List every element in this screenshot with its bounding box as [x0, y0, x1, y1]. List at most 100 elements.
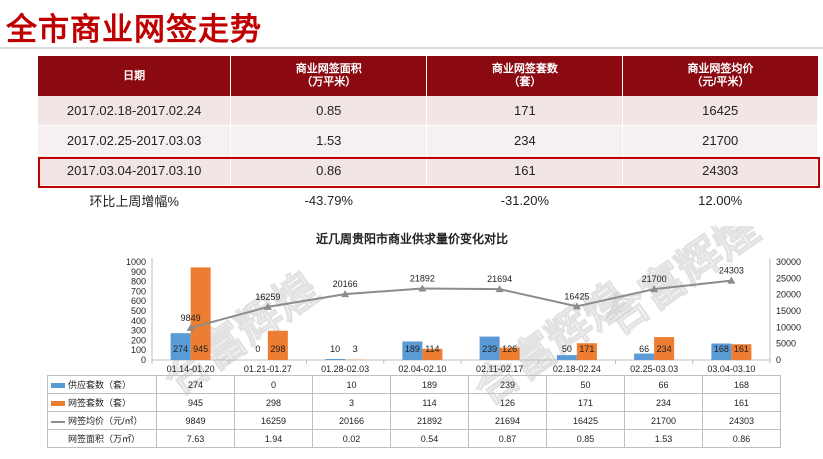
- data-cell: 171: [546, 393, 625, 412]
- data-cell: 9849: [156, 411, 235, 430]
- signed-data-label: 234: [657, 344, 672, 354]
- data-cell: 24303: [702, 411, 781, 430]
- price-point: [495, 285, 504, 293]
- signed-data-label: 171: [579, 344, 594, 354]
- price-data-label: 21700: [642, 274, 667, 284]
- right-tick-label: 5000: [776, 339, 796, 349]
- supply-bar: [402, 341, 423, 360]
- data-cell: 234: [624, 393, 703, 412]
- table-row-highlighted: 2017.03.04-2017.03.10 0.86 161 24303: [38, 155, 818, 186]
- header-sets: 商业网签套数 （套）: [426, 56, 624, 96]
- data-cell: 3: [312, 393, 391, 412]
- signed-bar: [267, 330, 288, 360]
- supply-data-label: 10: [330, 344, 340, 354]
- right-tick-label: 30000: [776, 257, 801, 267]
- data-cell: 126: [468, 393, 547, 412]
- area-key-icon: [51, 437, 65, 442]
- price-data-label: 21694: [487, 274, 512, 284]
- signed-data-label: 114: [425, 344, 439, 354]
- supply-data-label: 168: [714, 344, 729, 354]
- left-tick-label: 1000: [126, 257, 146, 267]
- left-tick-label: 700: [131, 286, 146, 296]
- data-cell: 0.87: [468, 429, 547, 448]
- header-price-unit: （元/平米）: [691, 76, 750, 88]
- data-cell: 20166: [312, 411, 391, 430]
- data-cell: 1.94: [234, 429, 313, 448]
- signed-data-label: 161: [734, 344, 749, 354]
- data-cell: 16259: [234, 411, 313, 430]
- row-area: 0.85: [230, 96, 428, 126]
- row-date: 2017.02.18-2017.02.24: [38, 96, 232, 126]
- row-sets: 234: [426, 125, 624, 156]
- price-point: [263, 302, 272, 310]
- supply-bar: [479, 336, 500, 360]
- price-point: [418, 284, 427, 292]
- data-cell: 0.02: [312, 429, 391, 448]
- data-cell: 21892: [390, 411, 469, 430]
- signed-bar: [190, 267, 211, 360]
- table-row: 2017.02.18-2017.02.24 0.85 171 16425: [38, 96, 818, 126]
- data-cell: 114: [390, 393, 469, 412]
- page-title: 全市商业网签走势: [6, 12, 262, 47]
- legend-area-label: 网签面积（万㎡）: [68, 434, 141, 444]
- left-tick-label: 900: [131, 267, 146, 277]
- right-tick-label: 15000: [776, 306, 801, 316]
- left-tick-label: 0: [141, 355, 146, 365]
- data-cell: 21700: [624, 411, 703, 430]
- left-tick-label: 600: [131, 296, 146, 306]
- change-price: 12.00%: [622, 185, 818, 216]
- header-sets-unit: （套）: [508, 76, 542, 88]
- summary-table: 日期 商业网签面积 （万平米） 商业网签套数 （套） 商业网签均价 （元/平米） 20…: [38, 56, 818, 216]
- x-tick-label: 02.18-02.24: [553, 364, 601, 374]
- data-cell: 50: [546, 375, 625, 394]
- row-price: 24303: [622, 155, 818, 186]
- header-area: 商业网签面积 （万平米）: [230, 56, 428, 96]
- x-tick-label: 02.04-02.10: [398, 364, 446, 374]
- data-table-row-area: 网签面积（万㎡） 7.63 1.94 0.02 0.54 0.87 0.85 1…: [47, 429, 781, 448]
- signed-bar: [731, 344, 752, 360]
- data-cell: 0.54: [390, 429, 469, 448]
- supply-bar: [634, 353, 655, 360]
- data-cell: 298: [234, 393, 313, 412]
- row-price: 16425: [622, 96, 818, 126]
- left-tick-label: 400: [131, 316, 146, 326]
- supply-data-label: 66: [639, 344, 649, 354]
- data-cell: 239: [468, 375, 547, 394]
- supply-bar: [170, 333, 191, 360]
- row-area: 0.86: [230, 155, 428, 186]
- x-tick-label: 03.04-03.10: [707, 364, 755, 374]
- price-data-label: 21892: [410, 273, 435, 283]
- price-data-label: 9849: [181, 313, 201, 323]
- left-tick-label: 100: [131, 345, 146, 355]
- data-cell: 0: [234, 375, 313, 394]
- supply-data-label: 50: [562, 344, 572, 354]
- supply-data-label: 239: [482, 344, 497, 354]
- price-data-label: 24303: [719, 266, 744, 276]
- row-price: 21700: [622, 125, 818, 156]
- change-label: 环比上周增幅%: [38, 185, 232, 216]
- row-sets: 171: [426, 96, 624, 126]
- right-tick-label: 20000: [776, 290, 801, 300]
- left-tick-label: 800: [131, 277, 146, 287]
- row-area: 1.53: [230, 125, 428, 156]
- chart-area: 合富辉煌 合富辉煌 合富辉煌 近几周贵阳市商业供求量价变化对比 0 100 200 300 40…: [0, 226, 823, 459]
- data-cell: 0.86: [702, 429, 781, 448]
- data-cell: 945: [156, 393, 235, 412]
- summary-header-row: 日期 商业网签面积 （万平米） 商业网签套数 （套） 商业网签均价 （元/平米）: [38, 56, 818, 96]
- data-cell: 21694: [468, 411, 547, 430]
- signed-key-icon: [51, 401, 65, 407]
- row-sets: 161: [426, 155, 624, 186]
- legend-supply: 供应套数（套）: [47, 375, 157, 394]
- change-row: 环比上周增幅% -43.79% -31.20% 12.00%: [38, 185, 818, 216]
- price-data-label: 16425: [564, 291, 589, 301]
- x-tick-label: 01.28-02.03: [321, 364, 369, 374]
- signed-data-label: 298: [270, 344, 285, 354]
- legend-signed: 网签套数（套）: [47, 393, 157, 412]
- header-price: 商业网签均价 （元/平米）: [622, 56, 818, 96]
- chart-title: 近几周贵阳市商业供求量价变化对比: [316, 231, 508, 246]
- signed-bar: [422, 348, 443, 360]
- data-table-row-price: 网签均价（元/㎡） 9849 16259 20166 21892 21694 1…: [47, 411, 781, 430]
- data-cell: 0.85: [546, 429, 625, 448]
- highlight-frame: [38, 157, 820, 188]
- left-tick-label: 300: [131, 326, 146, 336]
